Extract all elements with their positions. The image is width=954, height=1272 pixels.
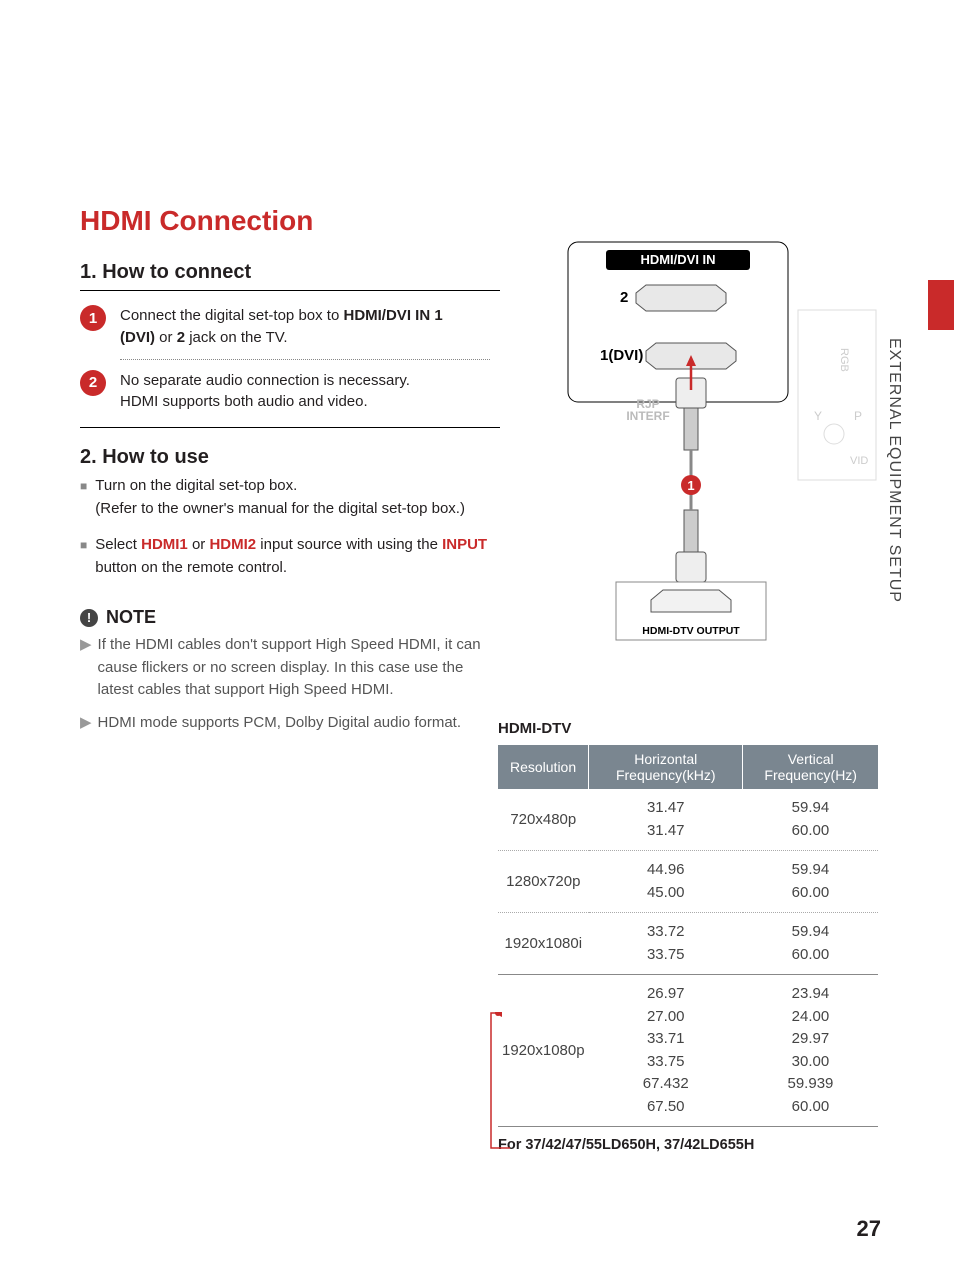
connect-step-2: 2 No separate audio connection is necess… bbox=[80, 370, 530, 414]
divider bbox=[80, 427, 500, 428]
bullet-icon: ■ bbox=[80, 475, 87, 520]
text: HDMI mode supports PCM, Dolby Digital au… bbox=[98, 712, 461, 735]
step-badge: 2 bbox=[80, 370, 106, 396]
note-box: ! NOTE ▶If the HDMI cables don't support… bbox=[80, 607, 500, 734]
text: Connect the digital set-top box to bbox=[120, 307, 343, 324]
note-icon: ! bbox=[80, 609, 98, 627]
connector-line bbox=[490, 1012, 520, 1152]
col-header: Vertical Frequency(Hz) bbox=[743, 745, 878, 789]
diagram-faded-label: VID bbox=[850, 455, 868, 467]
diagram-output-label: HDMI-DTV OUTPUT bbox=[642, 625, 740, 637]
step-text: No separate audio connection is necessar… bbox=[120, 370, 410, 414]
dotted-divider bbox=[120, 359, 490, 360]
step-badge: 1 bbox=[80, 305, 106, 331]
cell-v: 59.9460.00 bbox=[743, 851, 878, 913]
table-footer: For 37/42/47/55LD650H, 37/42LD655H bbox=[498, 1137, 878, 1153]
section-tab bbox=[928, 280, 954, 330]
text: If the HDMI cables don't support High Sp… bbox=[98, 634, 500, 702]
text-bold: 2 bbox=[177, 329, 185, 346]
col-header: Resolution bbox=[498, 745, 589, 789]
freq-table: Resolution Horizontal Frequency(kHz) Ver… bbox=[498, 745, 878, 1127]
cell-res: 1280x720p bbox=[498, 851, 589, 913]
text: Select bbox=[95, 536, 141, 553]
text: HDMI supports both audio and video. bbox=[120, 391, 410, 413]
cell-h: 44.9645.00 bbox=[589, 851, 743, 913]
text: or bbox=[188, 536, 210, 553]
page-number: 27 bbox=[857, 1216, 881, 1242]
step-text: Connect the digital set-top box to HDMI/… bbox=[120, 305, 480, 349]
text: No separate audio connection is necessar… bbox=[120, 370, 410, 392]
table-row: 1920x1080p26.9727.0033.7133.7567.43267.5… bbox=[498, 975, 878, 1127]
cell-res: 1920x1080i bbox=[498, 913, 589, 975]
text-accent: INPUT bbox=[442, 536, 487, 553]
note-item: ▶If the HDMI cables don't support High S… bbox=[80, 634, 500, 702]
how-connect-heading: 1. How to connect bbox=[80, 261, 530, 284]
connect-step-1: 1 Connect the digital set-top box to HDM… bbox=[80, 305, 530, 349]
text: Turn on the digital set-top box. bbox=[95, 477, 297, 494]
divider bbox=[80, 290, 500, 291]
diagram-port-label: 1(DVI) bbox=[600, 347, 643, 364]
table-row: 1280x720p44.9645.0059.9460.00 bbox=[498, 851, 878, 913]
cell-v: 59.9460.00 bbox=[743, 789, 878, 851]
cell-v: 23.9424.0029.9730.0059.93960.00 bbox=[743, 975, 878, 1127]
note-label: NOTE bbox=[106, 607, 156, 628]
text: button on the remote control. bbox=[95, 559, 287, 576]
text: input source with using the bbox=[256, 536, 442, 553]
freq-table-area: HDMI-DTV Resolution Horizontal Frequency… bbox=[498, 720, 878, 1153]
cell-h: 33.7233.75 bbox=[589, 913, 743, 975]
triangle-icon: ▶ bbox=[80, 634, 92, 702]
triangle-icon: ▶ bbox=[80, 712, 92, 735]
cell-h: 26.9727.0033.7133.7567.43267.50 bbox=[589, 975, 743, 1127]
table-title: HDMI-DTV bbox=[498, 720, 878, 737]
bullet-icon: ■ bbox=[80, 534, 87, 579]
table-row: 1920x1080i33.7233.7559.9460.00 bbox=[498, 913, 878, 975]
note-item: ▶ HDMI mode supports PCM, Dolby Digital a… bbox=[80, 712, 500, 735]
diagram-faded-label: P bbox=[854, 409, 862, 423]
connection-diagram: HDMI/DVI IN 2 1(DVI) RJP INTERF RGB Y P … bbox=[498, 230, 878, 656]
diagram-faded-label: INTERF bbox=[626, 409, 669, 423]
text: (Refer to the owner's manual for the dig… bbox=[95, 500, 465, 517]
cell-h: 31.4731.47 bbox=[589, 789, 743, 851]
diagram-step-badge: 1 bbox=[687, 478, 694, 493]
how-use-heading: 2. How to use bbox=[80, 446, 530, 469]
cell-v: 59.9460.00 bbox=[743, 913, 878, 975]
text: Turn on the digital set-top box. (Refer … bbox=[95, 475, 465, 520]
diagram-panel-label: HDMI/DVI IN bbox=[640, 252, 715, 267]
diagram-faded-label: RGB bbox=[838, 348, 850, 372]
text-accent: HDMI1 bbox=[141, 536, 188, 553]
text: jack on the TV. bbox=[185, 329, 288, 346]
howuse-item: ■ Select HDMI1 or HDMI2 input source wit… bbox=[80, 534, 530, 579]
section-label: EXTERNAL EQUIPMENT SETUP bbox=[885, 338, 903, 603]
text-accent: HDMI2 bbox=[209, 536, 256, 553]
howuse-item: ■ Turn on the digital set-top box. (Refe… bbox=[80, 475, 530, 520]
text: Select HDMI1 or HDMI2 input source with … bbox=[95, 534, 530, 579]
cell-res: 720x480p bbox=[498, 789, 589, 851]
diagram-faded-label: Y bbox=[814, 409, 822, 423]
diagram-port-label: 2 bbox=[620, 289, 628, 306]
text: or bbox=[155, 329, 177, 346]
col-header: Horizontal Frequency(kHz) bbox=[589, 745, 743, 789]
table-row: 720x480p31.4731.4759.9460.00 bbox=[498, 789, 878, 851]
